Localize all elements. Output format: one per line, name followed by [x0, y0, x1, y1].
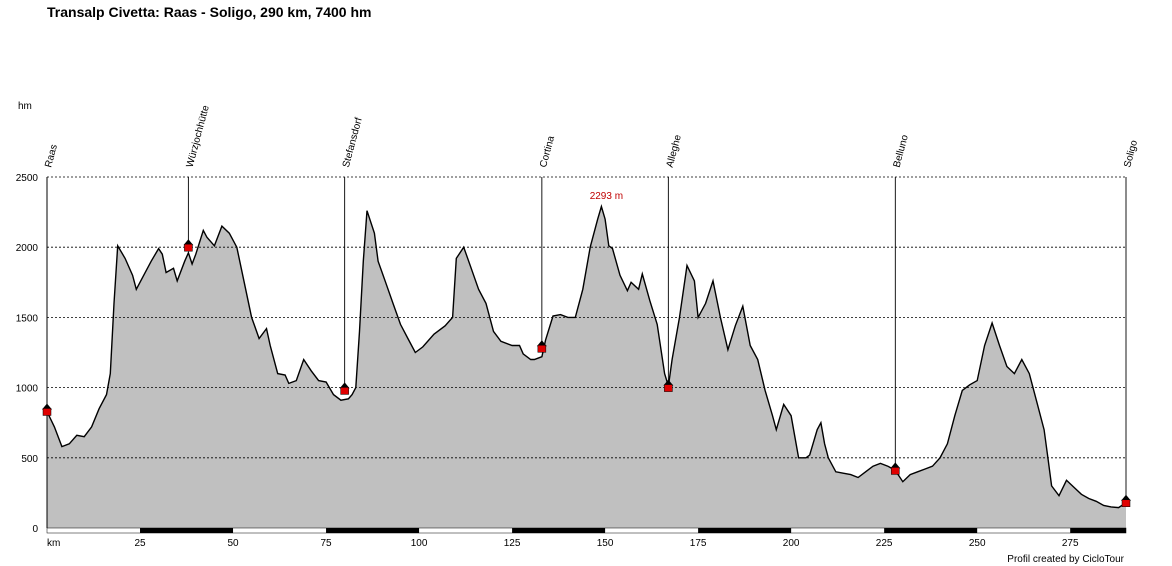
- x-tick-label: 275: [1062, 538, 1079, 549]
- waypoint-marker-roof: [663, 379, 674, 386]
- y-tick-label: 2000: [16, 243, 39, 254]
- elevation-area: [47, 206, 1126, 528]
- x-axis-label: km: [47, 538, 60, 549]
- credit-text: Profil created by CicloTour: [1007, 554, 1124, 565]
- x-axis-band-segment: [884, 528, 978, 533]
- waypoint-label: Würzjochhütte: [185, 104, 212, 169]
- x-tick-label: 250: [969, 538, 986, 549]
- x-axis-band-segment: [326, 528, 420, 533]
- x-tick-label: 25: [134, 538, 146, 549]
- waypoint-marker: [891, 467, 900, 475]
- y-tick-label: 2500: [16, 173, 39, 184]
- elevation-line: [46, 204, 1127, 509]
- x-axis-band-segment: [512, 528, 606, 533]
- waypoint-marker: [184, 243, 193, 252]
- waypoint-label: Stefansdorf: [341, 116, 365, 168]
- y-tick-label: 1500: [16, 313, 39, 324]
- waypoint-marker: [664, 384, 673, 392]
- x-axis-band-segment: [140, 528, 234, 533]
- waypoint-marker-roof: [183, 239, 194, 246]
- waypoint-label: Cortina: [538, 134, 557, 168]
- x-tick-label: 150: [597, 538, 614, 549]
- x-axis-band-segment: [1070, 528, 1126, 533]
- waypoint-marker: [42, 408, 52, 416]
- x-tick-label: 225: [876, 538, 893, 549]
- waypoint-label: Raas: [43, 143, 60, 168]
- y-tick-label: 0: [32, 524, 38, 535]
- y-tick-label: 1000: [16, 384, 39, 395]
- waypoint-marker: [1121, 499, 1131, 507]
- x-tick-label: 75: [320, 538, 332, 549]
- waypoint-marker-roof: [42, 403, 52, 410]
- y-tick-label: 500: [21, 454, 38, 465]
- waypoint-marker-roof: [1121, 494, 1131, 501]
- x-tick-label: 125: [504, 538, 521, 549]
- waypoint-marker-roof: [536, 340, 547, 347]
- x-axis-band-segment: [698, 528, 792, 533]
- waypoint-label: Soligo: [1122, 139, 1140, 169]
- waypoint-marker-roof: [890, 462, 901, 469]
- y-axis-label: hm: [18, 101, 32, 112]
- x-tick-label: 200: [783, 538, 800, 549]
- waypoint-marker-roof: [339, 382, 350, 389]
- max-elevation-label: 2293 m: [590, 191, 623, 202]
- x-tick-label: 100: [411, 538, 428, 549]
- x-tick-label: 50: [227, 538, 239, 549]
- waypoint-label: Belluno: [892, 133, 911, 168]
- waypoint-marker: [340, 387, 349, 395]
- x-tick-label: 175: [690, 538, 707, 549]
- waypoint-label: Alleghe: [665, 133, 684, 168]
- chart-title: Transalp Civetta: Raas - Soligo, 290 km,…: [47, 4, 372, 20]
- waypoint-marker: [537, 345, 547, 353]
